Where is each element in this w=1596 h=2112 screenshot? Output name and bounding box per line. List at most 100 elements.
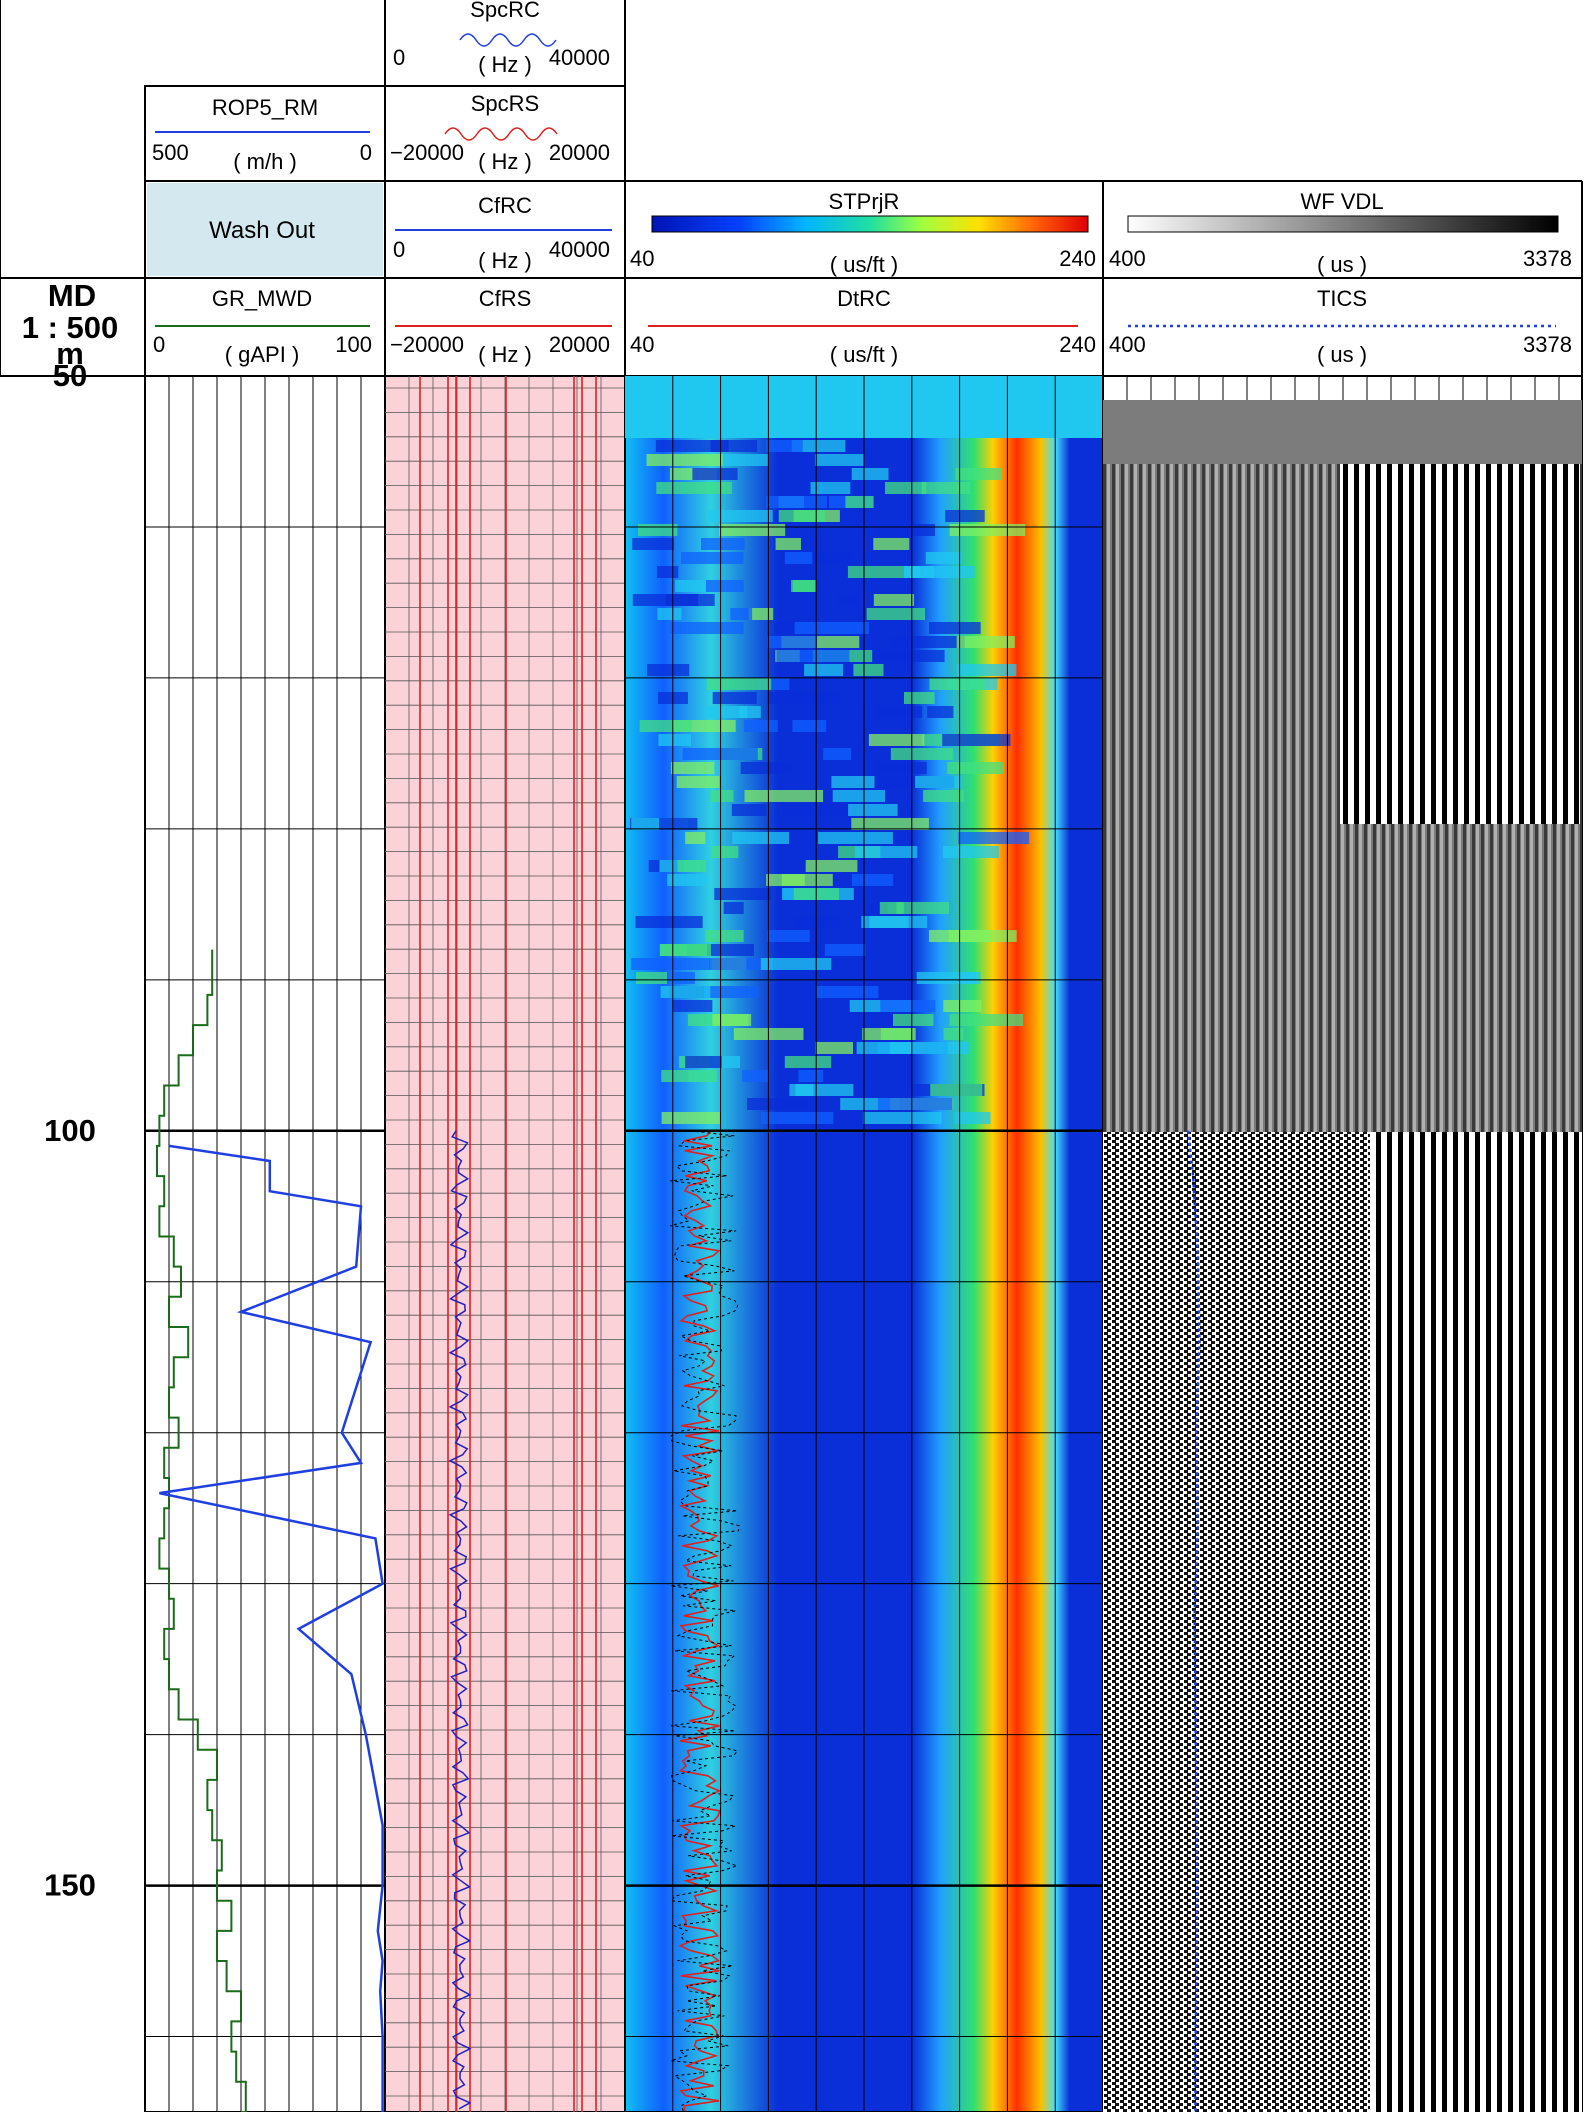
dt-band [862, 1112, 942, 1124]
dt-band [636, 972, 667, 984]
dt-band [943, 846, 999, 858]
vdl-top-ticks [1126, 376, 1560, 400]
dt-band [947, 762, 1004, 774]
spcrc-min: 0 [393, 45, 405, 70]
washout-label: Wash Out [209, 217, 315, 244]
dt-band [656, 482, 732, 494]
dt-band [810, 482, 851, 494]
gr-track [144, 375, 386, 2112]
stprjr-min: 40 [630, 246, 654, 271]
dt-band [792, 720, 827, 732]
spcrs-header: SpcRS −20000 ( Hz ) 20000 [390, 91, 610, 174]
dt-band [798, 1070, 824, 1082]
dt-band [925, 552, 962, 564]
wfvdl-name: WF VDL [1300, 189, 1383, 214]
wfvdl-unit: ( us ) [1317, 252, 1367, 277]
stprjr-unit: ( us/ft ) [830, 252, 898, 277]
dt-band [743, 720, 778, 732]
dt-band [744, 790, 824, 802]
stprjr-max: 240 [1059, 246, 1096, 271]
dt-band [816, 986, 879, 998]
depth-labels: 50 100 150 [44, 358, 96, 1903]
dt-band [893, 1014, 934, 1026]
dt-band [929, 678, 986, 690]
cfrc-name: CfRC [478, 193, 532, 218]
dt-band [851, 818, 929, 830]
gr-unit: ( gAPI ) [225, 342, 300, 367]
dt-band [714, 888, 772, 900]
dt-band [704, 986, 759, 998]
dt-band [791, 580, 815, 592]
vdl-flat-zone [1103, 400, 1582, 464]
dt-grid [625, 376, 1103, 2112]
dt-band [709, 958, 773, 970]
dt-band [661, 1112, 720, 1124]
dt-band [784, 1056, 832, 1068]
spcrc-header: SpcRC 0 ( Hz ) 40000 [393, 0, 610, 77]
dt-band [635, 916, 703, 928]
dt-band [723, 902, 744, 914]
rop-unit: ( m/h ) [233, 149, 297, 174]
vdl-upper-arrivals [1340, 464, 1580, 824]
wfvdl-min: 400 [1109, 246, 1146, 271]
dt-band [782, 804, 813, 816]
dt-band [889, 636, 965, 648]
dt-band [659, 818, 698, 830]
dt-band [657, 608, 682, 620]
depth-label: 50 [53, 358, 87, 393]
dt-band [847, 566, 921, 578]
dt-band [877, 650, 945, 662]
cfrs-name: CfRS [479, 286, 532, 311]
cfrc-min: 0 [393, 237, 405, 262]
dt-band [791, 440, 846, 452]
dt-band [681, 552, 744, 564]
gr-name: GR_MWD [212, 286, 312, 311]
dt-band [658, 734, 691, 746]
dt-band [638, 524, 678, 536]
stprjr-header: STPrjR 40 ( us/ft ) 240 [630, 189, 1096, 277]
dt-band [851, 874, 894, 886]
dt-band [674, 972, 695, 984]
dt-band [921, 482, 970, 494]
wfvdl-colorbar [1127, 215, 1559, 233]
dtrc-header: DtRC 40 ( us/ft ) 240 [630, 286, 1096, 367]
spcrc-line-sample [459, 33, 557, 47]
stprjr-name: STPrjR [829, 189, 900, 214]
dt-band [915, 776, 962, 788]
dt-band [943, 1028, 964, 1040]
dt-band [794, 622, 869, 634]
tics-name: TICS [1317, 286, 1367, 311]
dt-band [880, 1000, 936, 1012]
dt-band [710, 790, 734, 802]
dt-band [923, 790, 964, 802]
dt-band [639, 720, 692, 732]
rop-name: ROP5_RM [212, 95, 318, 120]
dt-band [929, 622, 981, 634]
tics-curve [1186, 1130, 1201, 2112]
tics-unit: ( us ) [1317, 342, 1367, 367]
dt-band [775, 538, 801, 550]
cfrc-max: 40000 [549, 237, 610, 262]
dt-band [675, 580, 705, 592]
rop-header: ROP5_RM 500 ( m/h ) 0 [152, 95, 372, 174]
spcrs-unit: ( Hz ) [478, 149, 532, 174]
dt-band [667, 874, 707, 886]
dt-band [781, 874, 833, 886]
dt-band [878, 1098, 953, 1110]
dt-band [742, 1070, 769, 1082]
dt-band [814, 454, 865, 466]
dt-band [875, 762, 927, 774]
cfrs-min: −20000 [390, 332, 464, 357]
cfrs-header: CfRS −20000 ( Hz ) 20000 [390, 286, 612, 367]
dt-band [817, 804, 851, 816]
dt-band [927, 706, 954, 718]
dt-track [624, 375, 1104, 2112]
spectrum-track [384, 375, 626, 2112]
dt-band [804, 664, 843, 676]
dt-band [740, 762, 795, 774]
gr-curve [156, 949, 247, 2112]
dt-band [866, 608, 925, 620]
dt-band [701, 538, 745, 550]
washout-swatch [147, 183, 383, 276]
dt-band [949, 1014, 1024, 1026]
